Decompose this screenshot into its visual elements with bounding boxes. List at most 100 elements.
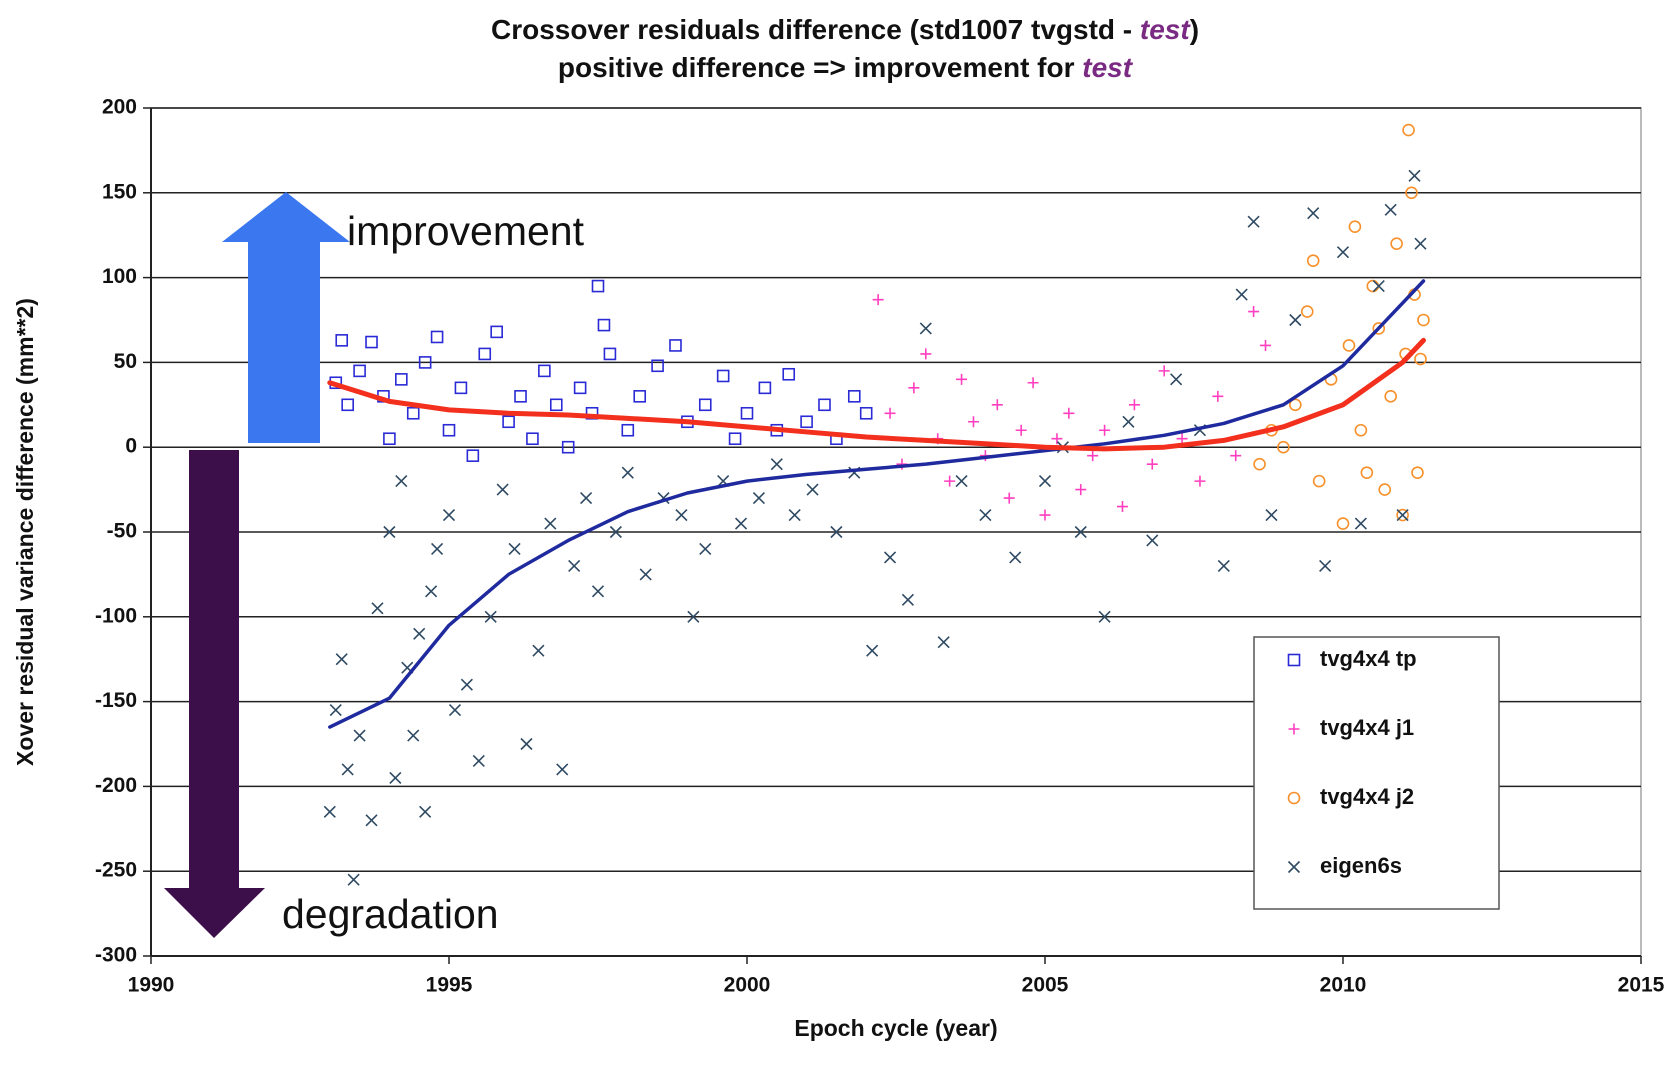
point: [1235, 288, 1248, 301]
point: [1378, 483, 1392, 496]
point: [406, 406, 420, 420]
point: [1306, 254, 1320, 267]
point: [472, 754, 485, 768]
point: [1051, 433, 1063, 445]
x-tick-label: 1995: [426, 974, 473, 997]
point: [335, 334, 349, 347]
point: [383, 525, 396, 539]
y-tick-label: -150: [95, 689, 137, 712]
chart-subtitle: positive difference => improvement for t…: [558, 52, 1134, 83]
point: [1312, 474, 1326, 488]
point: [1319, 559, 1332, 572]
point: [371, 602, 384, 615]
point: [782, 367, 796, 381]
point: [1146, 534, 1159, 547]
point: [1122, 415, 1135, 428]
y-tick-label: 150: [102, 180, 137, 203]
point: [323, 805, 336, 818]
y-tick-label: -250: [95, 859, 137, 882]
point: [770, 458, 783, 471]
point: [1411, 466, 1424, 479]
x-axis-title: Epoch cycle (year): [794, 1015, 997, 1041]
point: [1038, 475, 1052, 488]
point: [365, 335, 378, 349]
point: [734, 517, 748, 530]
point: [1116, 501, 1128, 513]
point: [508, 542, 521, 556]
legend: tvg4x4 tp tvg4x4 j1 tvg4x4 j2 eigen6s: [1253, 636, 1500, 910]
legend-marker: [1287, 791, 1301, 805]
point: [520, 737, 533, 751]
point: [1015, 424, 1027, 436]
annotation: degradation: [282, 891, 499, 937]
point: [514, 390, 527, 403]
point: [1289, 398, 1302, 412]
point: [1075, 484, 1087, 496]
point: [1074, 525, 1087, 539]
point: [580, 492, 593, 505]
chart-title: Crossover residuals difference (std1007 …: [491, 14, 1199, 45]
point: [1176, 433, 1188, 445]
point: [549, 398, 563, 412]
point: [418, 356, 432, 369]
point: [1170, 373, 1183, 386]
legend-label: tvg4x4 j2: [1320, 784, 1414, 809]
point: [544, 517, 557, 530]
point: [1248, 306, 1260, 318]
point: [859, 406, 873, 420]
point: [806, 483, 819, 496]
point: [395, 475, 408, 488]
point: [1417, 313, 1430, 327]
y-axis-title: Xover residual variance difference (mm**…: [12, 298, 38, 766]
y-tick-label: -200: [95, 774, 137, 797]
point: [383, 432, 396, 446]
point: [872, 294, 884, 306]
point: [490, 325, 503, 339]
trend-line: [328, 279, 1426, 729]
point: [1003, 492, 1015, 504]
point: [639, 568, 652, 581]
point: [466, 449, 480, 462]
point: [866, 644, 879, 657]
point: [335, 653, 348, 666]
point: [1300, 305, 1314, 318]
point: [1405, 186, 1418, 200]
legend-box: [1253, 636, 1500, 910]
point: [788, 508, 801, 522]
point: [967, 416, 979, 428]
point: [908, 382, 920, 394]
annotation: improvement: [347, 208, 585, 254]
point: [1253, 457, 1266, 471]
point: [431, 542, 444, 556]
point: [621, 423, 635, 437]
point: [1260, 339, 1272, 351]
point: [955, 475, 968, 488]
y-tick-label: -100: [95, 604, 137, 627]
point: [603, 347, 617, 361]
point: [341, 763, 354, 776]
point: [1217, 559, 1230, 572]
point: [1384, 390, 1397, 403]
point: [752, 492, 765, 505]
point: [442, 508, 456, 522]
x-tick-label: 2000: [724, 974, 771, 997]
point: [353, 364, 366, 378]
point: [573, 381, 587, 395]
point: [937, 636, 950, 649]
point: [1354, 423, 1368, 437]
point: [1087, 450, 1099, 462]
point: [1348, 220, 1362, 234]
point: [1342, 339, 1356, 352]
point: [901, 593, 914, 606]
point: [1384, 203, 1397, 216]
point: [1396, 508, 1409, 522]
point: [1247, 215, 1260, 228]
point: [1230, 450, 1242, 462]
legend-marker: [1287, 653, 1301, 667]
point: [1098, 610, 1111, 623]
y-tick-label: 200: [102, 96, 137, 119]
point: [430, 330, 444, 344]
legend-marker: [1288, 723, 1300, 735]
point: [329, 704, 342, 717]
point: [561, 440, 575, 454]
